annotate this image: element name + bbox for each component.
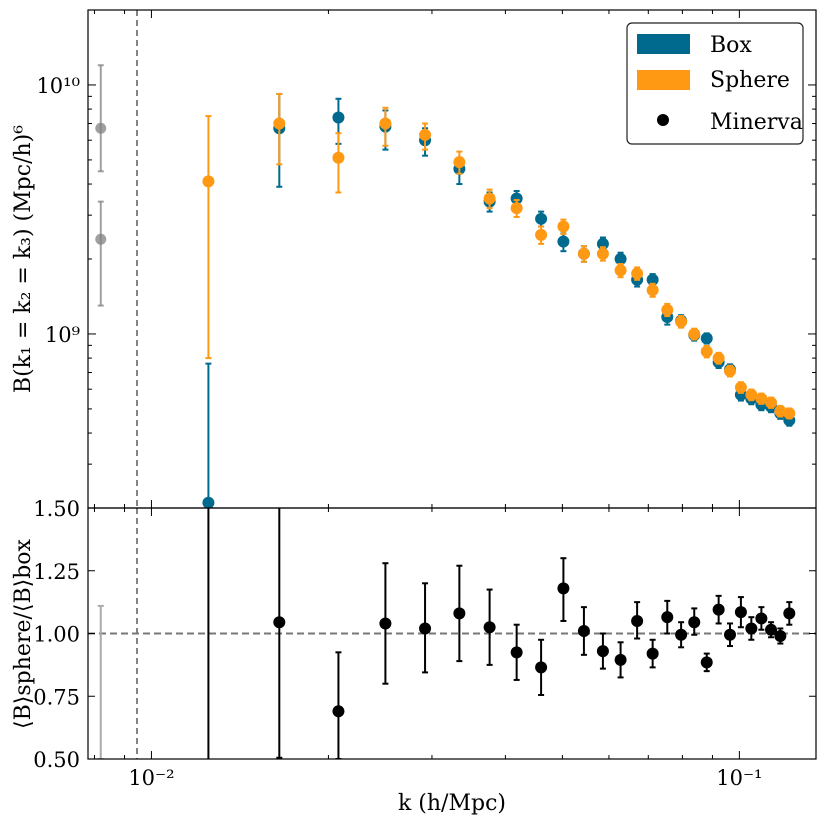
- ratio-point: [535, 661, 548, 674]
- top-y-tick-label: 10⁹: [45, 323, 80, 347]
- bottom-y-tick-label: 0.75: [33, 685, 80, 709]
- sphere-point: [675, 315, 688, 328]
- ratio-point: [765, 623, 778, 636]
- ratio-point: [419, 622, 432, 635]
- box-point: [646, 273, 659, 286]
- box-point: [332, 111, 345, 124]
- ratio-point: [596, 645, 609, 658]
- sphere-point: [631, 267, 644, 280]
- sphere-point: [557, 220, 570, 233]
- sphere-point: [661, 303, 674, 316]
- sphere-point: [202, 175, 215, 188]
- ratio-point: [557, 582, 570, 595]
- top-y-axis-label: B(k₁ = k₂ = k₃) (Mpc/h)⁶: [11, 125, 36, 393]
- sphere-point: [453, 156, 466, 169]
- minerva-point: [95, 122, 107, 134]
- sphere-point: [712, 352, 725, 365]
- sphere-point: [783, 407, 796, 420]
- sphere-point: [745, 388, 758, 401]
- ratio-point: [661, 611, 674, 624]
- legend: Box Sphere Minerva: [626, 22, 804, 145]
- bottom-y-tick-label: 1.00: [33, 623, 80, 647]
- box-point: [510, 192, 523, 205]
- ratio-point: [700, 656, 713, 669]
- x-tick-label: 10⁻²: [128, 766, 174, 790]
- sphere-point: [765, 396, 778, 409]
- ratio-point: [724, 628, 737, 641]
- ratio-point: [675, 628, 688, 641]
- ratio-point: [734, 606, 747, 619]
- sphere-point: [724, 364, 737, 377]
- top-y-tick-label: 10¹⁰: [36, 74, 80, 98]
- ratio-point: [745, 622, 758, 635]
- sphere-point: [646, 284, 659, 297]
- box-point: [614, 253, 627, 265]
- box-point: [557, 235, 570, 248]
- sphere-point: [700, 345, 713, 358]
- sphere-point: [614, 264, 627, 277]
- legend-box-label: Box: [710, 33, 752, 58]
- ratio-point: [712, 603, 725, 616]
- sphere-point: [755, 392, 768, 405]
- x-axis-label: k (h/Mpc): [398, 791, 506, 816]
- sphere-point: [273, 117, 286, 130]
- ratio-point: [577, 624, 590, 637]
- box-point: [202, 496, 215, 508]
- bottom-y-tick-label: 1.25: [33, 560, 80, 584]
- legend-minerva-marker: [657, 114, 669, 126]
- bottom-y-tick-label: 0.50: [33, 748, 80, 772]
- ratio-point: [774, 630, 787, 643]
- ratio-point: [783, 607, 796, 620]
- bottom-y-tick-label: 1.50: [33, 497, 80, 521]
- box-point: [700, 332, 713, 345]
- ratio-point: [453, 607, 466, 620]
- sphere-point: [419, 128, 432, 141]
- sphere-point: [734, 381, 747, 394]
- sphere-point: [510, 202, 523, 215]
- legend-sphere-swatch: [637, 70, 690, 90]
- legend-minerva-label: Minerva: [710, 110, 803, 135]
- ratio-point: [332, 705, 345, 718]
- ratio-point: [379, 617, 392, 630]
- box-point: [535, 212, 548, 225]
- ratio-point: [688, 616, 701, 629]
- ratio-point: [631, 614, 644, 627]
- sphere-point: [483, 192, 496, 205]
- sphere-point: [596, 247, 609, 260]
- ratio-point: [273, 616, 286, 629]
- ratio-point: [483, 621, 496, 634]
- ratio-point: [646, 647, 659, 660]
- bottom-y-axis-label: ⟨B⟩sphere/⟨B⟩box: [11, 538, 36, 729]
- legend-sphere-label: Sphere: [710, 68, 790, 93]
- ratio-point: [614, 653, 627, 666]
- sphere-point: [774, 405, 787, 418]
- x-tick-label: 10⁻¹: [716, 766, 762, 790]
- sphere-point: [688, 327, 701, 340]
- ratio-point: [510, 646, 523, 659]
- sphere-point: [379, 117, 392, 130]
- sphere-point: [535, 228, 548, 241]
- legend-box-swatch: [637, 34, 690, 54]
- ratio-point: [755, 612, 768, 625]
- sphere-point: [577, 247, 590, 260]
- top-panel-marks: [95, 64, 796, 508]
- bottom-panel-marks: [97, 508, 796, 759]
- sphere-point: [332, 151, 345, 164]
- axis-ticks: 10⁹ 10¹⁰ 0.50 0.75 1.00 1.25 1.50 10⁻² 10⁻¹: [33, 9, 816, 790]
- minerva-point: [95, 233, 107, 245]
